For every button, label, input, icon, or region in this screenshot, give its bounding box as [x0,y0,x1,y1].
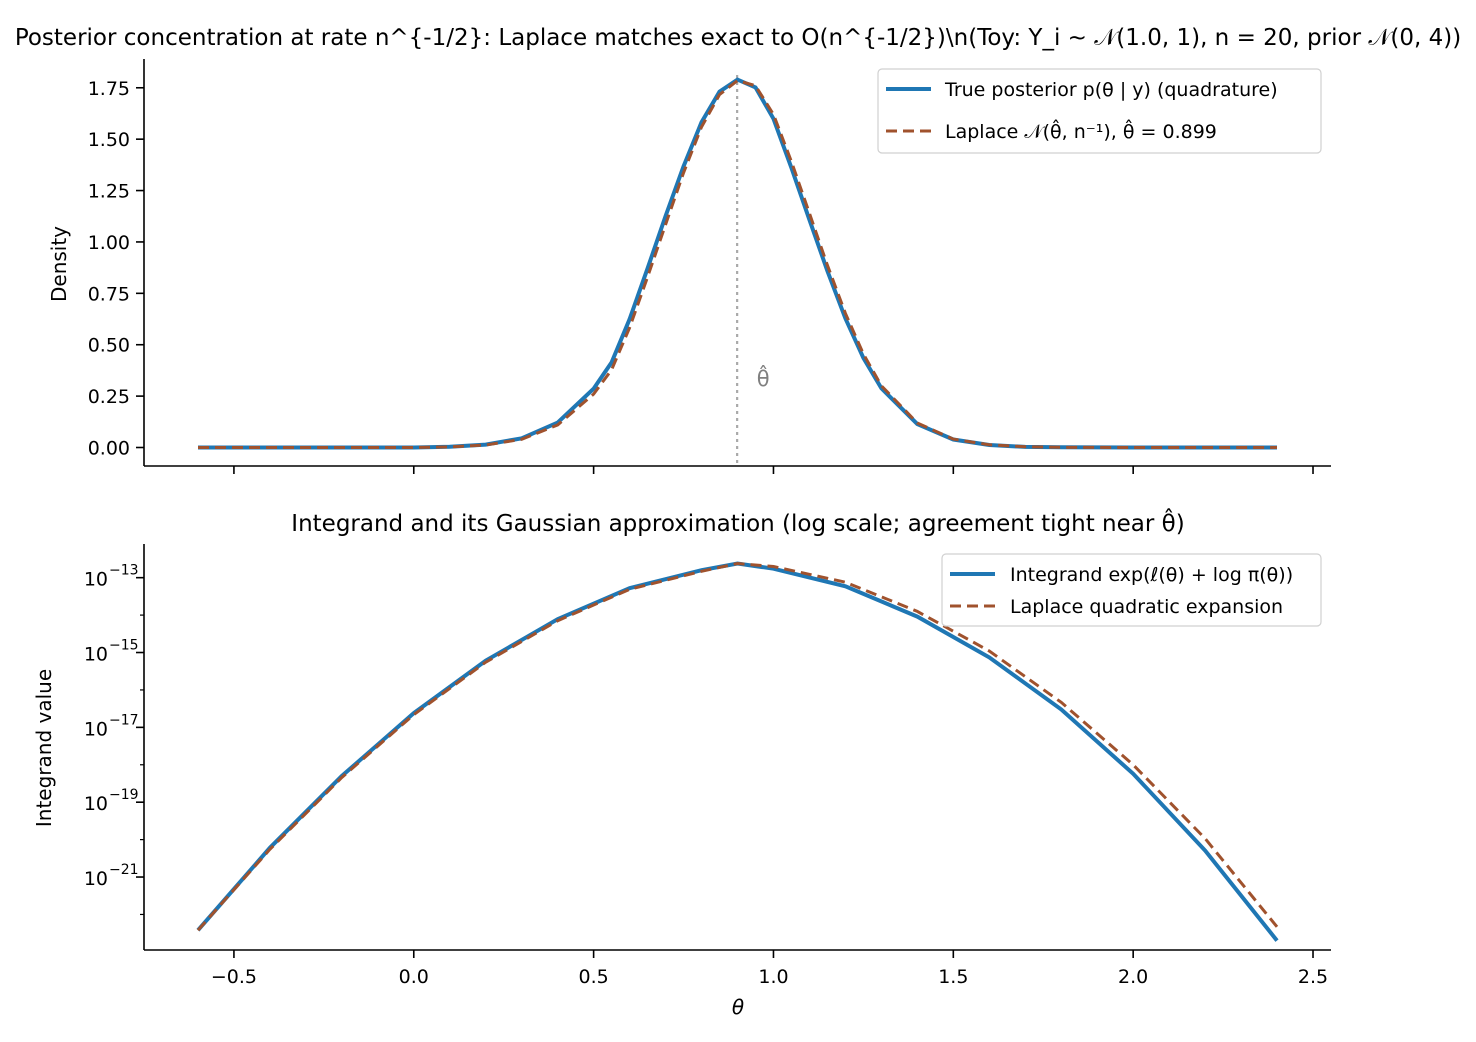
density-panel: Posterior concentration at rate n^{-1/2}… [15,25,1461,474]
density-y-tick-label: 1.75 [88,78,130,100]
density-x-ticks [233,466,1314,474]
integrand-x-tick-label: 2.5 [1298,966,1328,988]
integrand-y-tick-label: 10 [84,569,108,591]
integrand-y-tick-exponent: −17 [109,712,139,728]
density-legend: True posterior p(θ | y) (quadrature) Lap… [877,68,1322,154]
integrand-y-tick-exponent: −13 [109,563,139,579]
integrand-y-tick-label: 10 [84,868,108,890]
density-legend-box [877,68,1322,154]
legend-label-laplace: Laplace 𝒩(θ̂, n⁻¹), θ̂ = 0.899 [945,119,1217,143]
density-panel-title: Posterior concentration at rate n^{-1/2}… [15,25,1461,51]
integrand-x-tick-label: 2.0 [1118,966,1148,988]
integrand-y-tick-exponent: −21 [109,862,139,878]
integrand-panel: Integrand and its Gaussian approximation… [32,508,1331,1019]
legend-label-laplace-quadratic: Laplace quadratic expansion [1010,596,1283,618]
density-y-tick-label: 0.25 [88,386,130,408]
laplace-quadratic-line [196,561,1279,932]
integrand-x-tick-label: 0.5 [579,966,609,988]
integrand-legend-box [941,553,1322,627]
integrand-panel-title: Integrand and its Gaussian approximation… [291,508,1184,537]
integrand-y-tick-label: 10 [84,644,108,666]
density-y-tick-label: 1.25 [88,181,130,203]
density-y-tick-label: 1.00 [88,232,130,254]
integrand-x-ticks: −0.5 0.0 0.5 1.0 1.5 2.0 2.5 [211,950,1328,988]
density-y-tick-label: 1.50 [88,129,130,151]
laplace-density-line [198,78,1277,449]
integrand-y-tick-exponent: −19 [109,787,139,803]
integrand-y-tick-label: 10 [84,718,108,740]
theta-x-axis-label: θ [732,995,744,1019]
legend-label-true-posterior: True posterior p(θ | y) (quadrature) [944,79,1278,101]
density-panel-title-text: Posterior concentration at rate n^{-1/2}… [15,25,1461,51]
density-y-tick-label: 0.75 [88,283,130,305]
integrand-x-tick-label: 0.0 [399,966,429,988]
density-y-ticks: 0.00 0.25 0.50 0.75 1.00 1.25 1.50 1.75 [88,78,144,460]
legend-label-integrand: Integrand exp(ℓ(θ) + log π(θ)) [1010,564,1293,586]
integrand-x-tick-label: 1.0 [758,966,788,988]
density-y-tick-label: 0.00 [88,438,130,460]
integrand-x-tick-label: −0.5 [211,966,257,988]
integrand-y-tick-label: 10 [84,793,108,815]
integrand-y-axis-label: Integrand value [32,669,56,827]
density-y-axis-label: Density [47,226,71,302]
density-y-tick-label: 0.50 [88,335,130,357]
integrand-legend: Integrand exp(ℓ(θ) + log π(θ)) Laplace q… [941,553,1322,627]
integrand-y-tick-exponent: −15 [109,638,139,654]
theta-hat-annotation: θ̂ [757,365,770,391]
integrand-x-tick-label: 1.5 [938,966,968,988]
